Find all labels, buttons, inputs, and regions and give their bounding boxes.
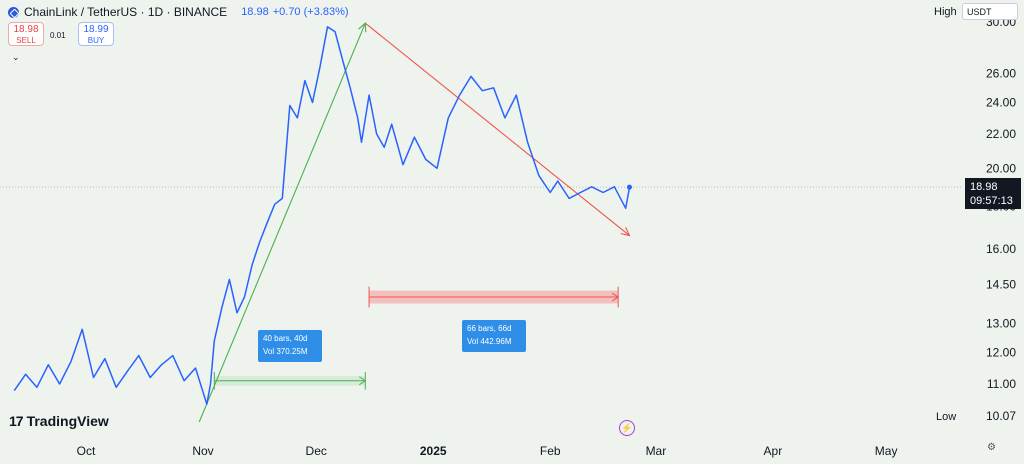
range-label-green: 40 bars, 40d Vol 370.25M [258, 330, 322, 362]
series-layer [13, 26, 632, 405]
range-label-line: 66 bars, 66d [467, 324, 512, 333]
settings-icon[interactable]: ⚙ [987, 442, 996, 453]
bar-countdown: 09:57:13 [970, 195, 1013, 207]
y-tick-label: 13.00 [986, 317, 1016, 331]
x-tick-label: Dec [306, 444, 327, 458]
sell-label: SELL [16, 36, 36, 45]
sell-button[interactable]: 18.98 SELL [8, 22, 44, 46]
trend-line [198, 22, 366, 423]
price-change: +0.70 (+3.83%) [272, 6, 349, 18]
tradingview-logo[interactable]: 17 TradingView [9, 413, 109, 429]
x-tick-label: Oct [77, 444, 96, 458]
trend-arrowhead [620, 227, 631, 237]
range-label-line: Vol 442.96M [467, 337, 512, 346]
chevron-down-icon[interactable]: ⌄ [12, 52, 20, 62]
y-tick-label: 12.00 [986, 346, 1016, 360]
range-label-line: Vol 370.25M [263, 347, 308, 356]
buy-label: BUY [87, 36, 105, 45]
lightning-icon[interactable]: ⚡ [619, 420, 635, 436]
price-axis: 30.0026.0024.0022.0020.0018.0016.0014.50… [986, 15, 1016, 423]
high-label: High [934, 6, 957, 18]
symbol-title[interactable]: ChainLink / TetherUS · 1D · BINANCE [24, 5, 228, 19]
buy-button[interactable]: 18.99 BUY [78, 22, 114, 46]
y-tick-label: 10.07 [986, 409, 1016, 423]
time-axis: Oct Nov Dec 2025 Feb Mar Apr May [77, 444, 898, 458]
chainlink-logo-icon [8, 6, 19, 18]
buy-price: 18.99 [83, 24, 109, 35]
range-label-red: 66 bars, 66d Vol 442.96M [462, 320, 526, 352]
y-tick-label: 14.50 [986, 277, 1016, 291]
x-tick-label: 2025 [420, 444, 447, 458]
y-tick-label: 26.00 [986, 67, 1016, 81]
y-tick-label: 11.00 [987, 377, 1016, 391]
x-tick-label: Apr [764, 444, 783, 458]
x-tick-label: Feb [540, 444, 561, 458]
last-price: 18.98 [241, 6, 269, 18]
currency-selector[interactable]: USDT [962, 3, 1018, 20]
y-tick-label: 20.00 [986, 161, 1016, 175]
chart-header: ChainLink / TetherUS · 1D · BINANCE 18.9… [8, 5, 349, 19]
spread-value: 0.01 [50, 31, 66, 40]
trend-line [364, 22, 630, 236]
brand-name: TradingView [26, 413, 109, 429]
current-price: 18.98 [970, 181, 998, 193]
x-tick-label: May [875, 444, 898, 458]
current-price-tag: 18.98 09:57:13 [965, 178, 1021, 209]
date-range-arrowhead [611, 292, 620, 302]
tradingview-mark-icon: 17 [9, 413, 24, 429]
y-tick-label: 24.00 [986, 96, 1016, 110]
y-tick-label: 16.00 [986, 242, 1016, 256]
x-tick-label: Mar [646, 444, 667, 458]
date-range-arrowhead [359, 376, 367, 386]
annotations-layer [0, 22, 962, 423]
x-tick-label: Nov [192, 444, 213, 458]
sell-price: 18.98 [13, 24, 39, 35]
last-price-dot [626, 184, 632, 190]
y-tick-label: 22.00 [986, 127, 1016, 141]
low-label: Low [936, 411, 957, 423]
range-label-line: 40 bars, 40d [263, 334, 308, 343]
price-series-line [13, 26, 631, 405]
